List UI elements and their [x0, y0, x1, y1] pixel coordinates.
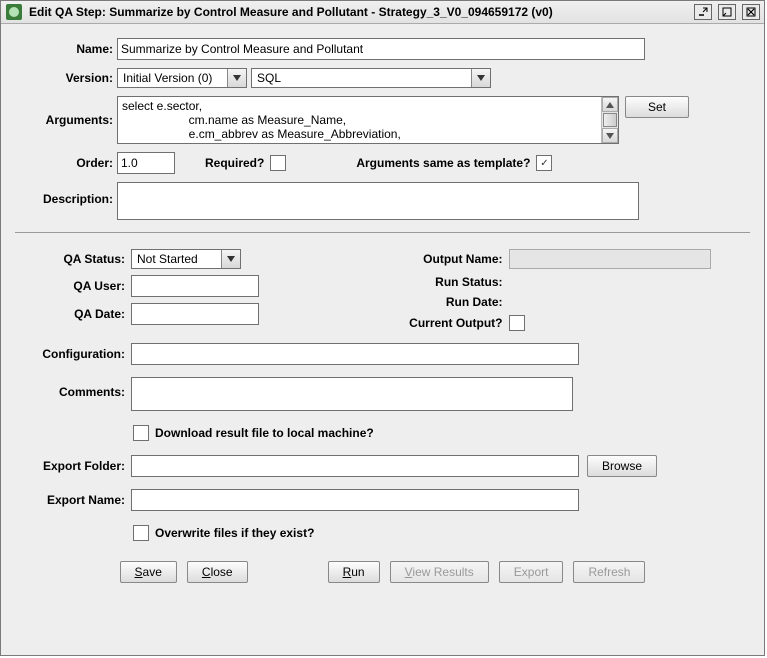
export-folder-input[interactable]: [131, 455, 579, 477]
qa-date-input[interactable]: [131, 303, 259, 325]
qa-user-label: QA User:: [15, 279, 131, 293]
description-label: Description:: [15, 182, 117, 206]
overwrite-checkbox[interactable]: [133, 525, 149, 541]
app-icon: [5, 3, 23, 21]
view-results-button[interactable]: View Results: [390, 561, 489, 583]
browse-button[interactable]: Browse: [587, 455, 657, 477]
top-section: Name: Version: Initial Version (0) SQL: [15, 34, 750, 233]
qa-status-select[interactable]: Not Started: [131, 249, 241, 269]
qa-status-selected: Not Started: [132, 252, 221, 266]
arguments-scrollbar[interactable]: [601, 97, 618, 143]
name-input[interactable]: [117, 38, 645, 60]
version-label: Version:: [15, 71, 117, 85]
arguments-text: select e.sector, cm.name as Measure_Name…: [118, 97, 601, 143]
download-checkbox[interactable]: [133, 425, 149, 441]
chevron-down-icon[interactable]: [221, 250, 240, 268]
arguments-textarea[interactable]: select e.sector, cm.name as Measure_Name…: [117, 96, 619, 144]
required-checkbox[interactable]: [270, 155, 286, 171]
same-template-label: Arguments same as template?: [356, 156, 530, 170]
scroll-up-icon[interactable]: [602, 97, 618, 112]
export-button[interactable]: Export: [499, 561, 564, 583]
qa-user-input[interactable]: [131, 275, 259, 297]
minimize-icon[interactable]: [694, 4, 712, 20]
maximize-icon[interactable]: [718, 4, 736, 20]
description-textarea[interactable]: [117, 182, 639, 220]
arguments-label: Arguments:: [15, 113, 117, 127]
output-name-field: [509, 249, 711, 269]
titlebar: Edit QA Step: Summarize by Control Measu…: [1, 1, 764, 24]
current-output-checkbox[interactable]: [509, 315, 525, 331]
edit-qa-step-window: Edit QA Step: Summarize by Control Measu…: [0, 0, 765, 656]
configuration-input[interactable]: [131, 343, 579, 365]
download-label: Download result file to local machine?: [155, 426, 374, 440]
qa-date-label: QA Date:: [15, 307, 131, 321]
order-label: Order:: [15, 156, 117, 170]
run-status-label: Run Status:: [393, 275, 509, 289]
configuration-label: Configuration:: [15, 347, 131, 361]
save-btn-rest: ave: [143, 565, 162, 579]
set-button[interactable]: Set: [625, 96, 689, 118]
output-name-label: Output Name:: [393, 252, 509, 266]
version-selected-text: Initial Version (0): [118, 71, 227, 85]
run-button[interactable]: Run: [328, 561, 380, 583]
save-button[interactable]: Save: [120, 561, 177, 583]
order-input[interactable]: [117, 152, 175, 174]
scroll-down-icon[interactable]: [602, 128, 618, 143]
program-selected-text: SQL: [252, 71, 471, 85]
export-name-label: Export Name:: [15, 493, 131, 507]
qa-status-label: QA Status:: [15, 252, 131, 266]
required-label: Required?: [205, 156, 264, 170]
export-name-input[interactable]: [131, 489, 579, 511]
current-output-label: Current Output?: [393, 316, 509, 330]
comments-label: Comments:: [15, 377, 131, 399]
run-date-label: Run Date:: [393, 295, 509, 309]
comments-textarea[interactable]: [131, 377, 573, 411]
window-title: Edit QA Step: Summarize by Control Measu…: [29, 5, 694, 19]
close-icon[interactable]: [742, 4, 760, 20]
overwrite-label: Overwrite files if they exist?: [155, 526, 314, 540]
same-template-checkbox[interactable]: [536, 155, 552, 171]
chevron-down-icon[interactable]: [227, 69, 246, 87]
version-select[interactable]: Initial Version (0): [117, 68, 247, 88]
chevron-down-icon[interactable]: [471, 69, 490, 87]
scroll-track[interactable]: [602, 112, 618, 128]
export-folder-label: Export Folder:: [15, 459, 131, 473]
refresh-button[interactable]: Refresh: [573, 561, 645, 583]
program-select[interactable]: SQL: [251, 68, 491, 88]
name-label: Name:: [15, 42, 117, 56]
bottom-section: QA Status: Not Started QA User:: [15, 233, 750, 645]
close-button[interactable]: Close: [187, 561, 248, 583]
